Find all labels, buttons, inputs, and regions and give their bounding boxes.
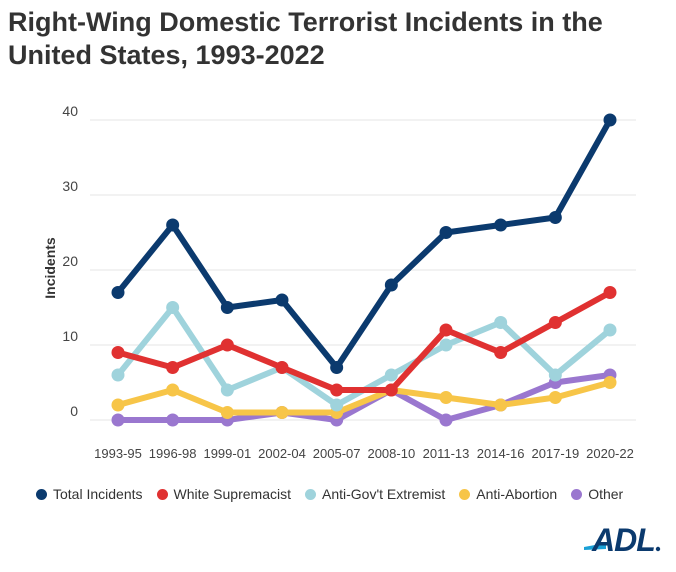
data-point-anti-gov-t-extremist [220, 383, 234, 397]
data-point-total-incidents [166, 218, 180, 232]
data-point-anti-abortion [439, 391, 453, 404]
data-point-other [111, 413, 125, 427]
data-point-total-incidents [548, 211, 562, 224]
legend-item-white-supremacist: White Supremacist [156, 486, 291, 502]
data-point-anti-gov-t-extremist [603, 323, 617, 337]
data-point-white-supremacist [384, 383, 398, 397]
data-point-anti-gov-t-extremist [111, 368, 125, 382]
legend-label: Other [588, 486, 624, 502]
data-point-total-incidents [494, 218, 508, 232]
data-point-white-supremacist [439, 323, 453, 337]
data-point-anti-abortion [603, 376, 617, 389]
x-tick-label: 1993-95 [94, 446, 142, 461]
data-point-white-supremacist [548, 316, 562, 329]
legend-marker [304, 488, 316, 500]
y-axis-label: Incidents [42, 237, 58, 299]
legend-marker [36, 488, 47, 500]
data-point-white-supremacist [220, 338, 234, 352]
x-tick-label: 2017-19 [531, 446, 579, 461]
data-point-anti-gov-t-extremist [494, 316, 508, 329]
data-point-white-supremacist [166, 361, 180, 374]
x-tick-label: 2008-10 [367, 446, 415, 461]
data-point-total-incidents [220, 301, 234, 314]
y-tick-label: 30 [62, 178, 78, 194]
legend-label: Anti-Gov't Extremist [321, 486, 446, 502]
legend-item-total-incidents: Total Incidents [36, 486, 143, 502]
y-tick-label: 40 [62, 103, 78, 119]
series-group [111, 113, 617, 427]
logo-text: ADL [591, 522, 655, 556]
y-tick-label: 10 [62, 328, 78, 344]
line-chart: 0 10 20 30 40 1993-95 1996-98 1999-01 2002-04 20… [42, 103, 636, 461]
legend-marker [156, 488, 168, 500]
chart-title: Right-Wing Domestic Terrorist Incidents … [8, 7, 603, 70]
data-point-total-incidents [275, 293, 289, 307]
series-line-anti-abortion [115, 379, 613, 416]
x-tick-label: 2005-07 [313, 446, 361, 461]
data-point-other [439, 413, 453, 427]
data-point-total-incidents [384, 278, 398, 292]
y-tick-label: 20 [62, 253, 78, 269]
legend-marker [571, 488, 583, 500]
adl-logo: ADL [584, 522, 661, 556]
logo-swoosh [584, 543, 606, 550]
legend-item-anti-abortion: Anti-Abortion [459, 486, 557, 502]
series-line-total-incidents [115, 117, 613, 371]
legend-label: Total Incidents [53, 486, 143, 502]
legend-label: Anti-Abortion [476, 486, 558, 502]
data-point-other [166, 413, 180, 427]
data-point-anti-abortion [275, 406, 289, 419]
legend: Total Incidents White Supremacist Anti-Gov… [36, 486, 637, 502]
data-point-total-incidents [111, 286, 125, 299]
x-tick-label: 2002-04 [258, 446, 306, 461]
series-line-white-supremacist [115, 289, 613, 393]
data-point-white-supremacist [111, 346, 125, 359]
data-point-anti-abortion [494, 398, 508, 412]
data-point-anti-gov-t-extremist [548, 368, 562, 382]
x-tick-label: 1999-01 [203, 446, 251, 461]
data-point-anti-gov-t-extremist [166, 301, 180, 314]
y-axis-ticks: 0 10 20 30 40 [62, 103, 78, 419]
data-point-total-incidents [330, 361, 344, 374]
series-total-incidents [111, 113, 617, 374]
series-line-other [115, 372, 613, 423]
series-white-supremacist [111, 286, 617, 397]
data-point-total-incidents [439, 226, 453, 239]
data-point-anti-abortion [220, 406, 234, 419]
data-point-anti-gov-t-extremist [439, 338, 453, 352]
data-point-anti-abortion [111, 398, 125, 412]
y-tick-label: 0 [70, 403, 78, 419]
legend-item-other: Other [571, 486, 623, 502]
data-point-white-supremacist [275, 361, 289, 374]
logo-dot [655, 546, 661, 552]
x-tick-label: 2011-13 [423, 446, 470, 461]
legend-label: White Supremacist [173, 486, 291, 502]
data-point-anti-gov-t-extremist [330, 398, 344, 412]
data-point-white-supremacist [603, 286, 617, 299]
data-point-anti-abortion [166, 383, 180, 397]
data-point-anti-gov-t-extremist [384, 368, 398, 382]
data-point-white-supremacist [330, 383, 344, 397]
x-tick-label: 2020-22 [586, 446, 634, 461]
x-axis-ticks: 1993-95 1996-98 1999-01 2002-04 2005-07 2008-… [94, 446, 634, 461]
legend-marker [459, 488, 471, 500]
data-point-white-supremacist [494, 346, 508, 359]
x-tick-label: 2014-16 [477, 446, 525, 461]
data-point-total-incidents [603, 113, 617, 127]
data-point-anti-abortion [548, 391, 562, 404]
legend-item-anti-gov-t-extremist: Anti-Gov't Extremist [304, 486, 446, 502]
x-tick-label: 1996-98 [149, 446, 197, 461]
series-anti-abortion [111, 376, 617, 419]
